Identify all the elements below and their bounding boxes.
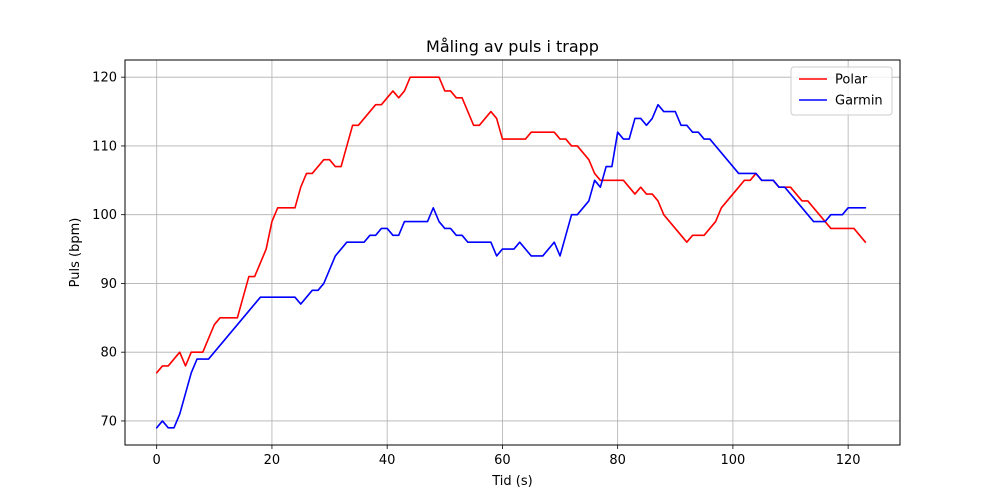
grid	[125, 60, 900, 445]
y-tick-label: 80	[100, 346, 117, 361]
y-tick-label: 120	[92, 71, 117, 86]
y-tick-label: 100	[92, 208, 117, 223]
axis-ticks: 0 20 40 60 80 100 120 70 80 90 100 110 120	[92, 71, 860, 468]
y-tick-label: 90	[100, 277, 117, 292]
series-line-garmin	[155, 103, 867, 429]
legend-label-polar: Polar	[835, 73, 868, 88]
x-tick-label: 0	[153, 453, 161, 468]
x-tick-label: 20	[264, 453, 281, 468]
x-axis-label: Tid (s)	[491, 474, 532, 489]
x-tick-label: 120	[836, 453, 861, 468]
y-tick-label: 110	[92, 139, 117, 154]
series-lines	[155, 76, 867, 429]
legend: Polar Garmin	[790, 66, 893, 116]
chart-title: Måling av puls i trapp	[426, 37, 599, 56]
y-axis-label: Puls (bpm)	[68, 218, 83, 288]
x-tick-label: 60	[494, 453, 511, 468]
legend-label-garmin: Garmin	[835, 94, 883, 109]
y-tick-label: 70	[100, 414, 117, 429]
x-tick-label: 80	[609, 453, 626, 468]
x-tick-label: 100	[720, 453, 745, 468]
x-tick-label: 40	[379, 453, 396, 468]
series-line-polar	[155, 76, 867, 374]
plot-frame	[124, 59, 901, 446]
